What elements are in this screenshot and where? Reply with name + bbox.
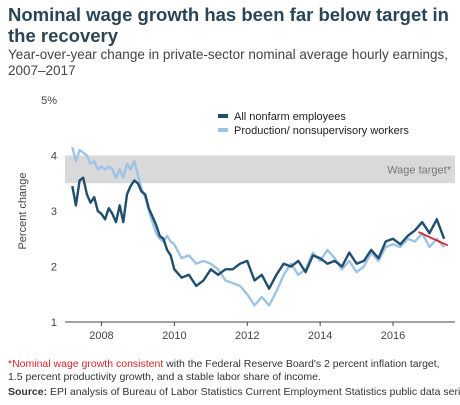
legend: All nonfarm employees Production/ nonsupe… bbox=[218, 111, 409, 137]
series-line-production bbox=[71, 146, 446, 307]
axis-layer: 2008 2010 2012 2014 2016 1 2 3 4 5% Percent change bbox=[17, 95, 455, 342]
y-axis-label: Percent change bbox=[17, 172, 29, 249]
source-note: Source: EPI analysis of Bureau of Labor … bbox=[8, 386, 460, 399]
chart-subtitle: Year-over-year change in private-sector … bbox=[8, 47, 448, 78]
y-tick-label: 5% bbox=[41, 95, 57, 107]
series-line-nonfarm bbox=[71, 176, 446, 290]
x-tick-label: 2016 bbox=[381, 330, 405, 342]
x-tick-label: 2010 bbox=[162, 330, 186, 342]
target-band-layer: Wage target* bbox=[65, 155, 455, 184]
series-layer bbox=[71, 146, 449, 307]
legend-label: Production/ nonsupervisory workers bbox=[234, 125, 409, 137]
x-tick-label: 2012 bbox=[235, 330, 259, 342]
footnote-highlight: Nominal wage growth consistent bbox=[12, 358, 164, 370]
footnote: *Nominal wage growth consistent with the… bbox=[8, 358, 456, 384]
y-tick-label: 3 bbox=[51, 206, 57, 218]
target-band-label: Wage target* bbox=[387, 164, 452, 176]
footnote-text: with the Federal Reserve Board's 2 perce… bbox=[8, 358, 440, 383]
trend-line bbox=[418, 231, 449, 247]
source-label: Source: bbox=[8, 386, 48, 398]
x-tick-label: 2014 bbox=[308, 330, 332, 342]
source-text: EPI analysis of Bureau of Labor Statisti… bbox=[47, 386, 460, 398]
x-tick-label: 2008 bbox=[89, 330, 113, 342]
y-tick-label: 4 bbox=[51, 151, 57, 163]
y-tick-label: 1 bbox=[51, 317, 57, 329]
y-tick-label: 2 bbox=[51, 262, 57, 274]
legend-label: All nonfarm employees bbox=[234, 111, 346, 123]
chart-title: Nominal wage growth has been far below t… bbox=[8, 4, 449, 46]
footnote-asterisk: * bbox=[8, 358, 13, 370]
